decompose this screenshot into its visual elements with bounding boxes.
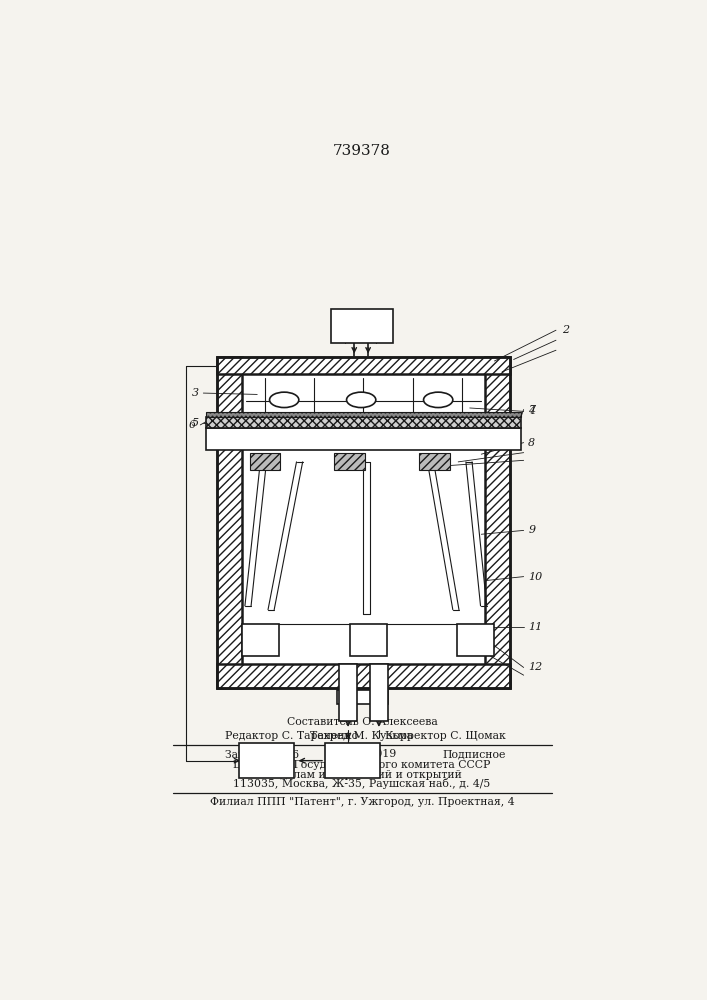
Text: 5: 5 bbox=[192, 418, 199, 428]
Text: 739378: 739378 bbox=[333, 144, 391, 158]
Bar bbox=[334, 453, 365, 470]
Bar bbox=[217, 357, 242, 442]
Text: 2: 2 bbox=[562, 325, 569, 335]
Bar bbox=[331, 309, 393, 343]
Bar bbox=[206, 412, 520, 417]
Text: Заказ 3025/6: Заказ 3025/6 bbox=[225, 749, 299, 759]
Ellipse shape bbox=[346, 392, 376, 408]
Bar bbox=[217, 664, 510, 688]
Bar bbox=[370, 664, 388, 721]
Bar bbox=[217, 357, 510, 442]
Text: Редактор С. Тараненко: Редактор С. Тараненко bbox=[225, 731, 358, 741]
Bar bbox=[206, 428, 520, 450]
Text: 7: 7 bbox=[528, 405, 535, 415]
Bar bbox=[239, 743, 294, 778]
Bar bbox=[250, 453, 281, 470]
Bar bbox=[419, 453, 450, 470]
Bar bbox=[457, 624, 494, 656]
Bar bbox=[485, 357, 510, 442]
Bar bbox=[206, 417, 520, 428]
Text: Корректор С. Щомак: Корректор С. Щомак bbox=[385, 731, 506, 741]
Text: Тираж 1019: Тираж 1019 bbox=[327, 749, 397, 759]
Bar bbox=[485, 442, 510, 688]
Text: 3: 3 bbox=[192, 388, 199, 398]
Bar bbox=[217, 442, 242, 688]
Text: 113035, Москва, Ж-35, Раушская наб., д. 4/5: 113035, Москва, Ж-35, Раушская наб., д. … bbox=[233, 778, 491, 789]
Text: по делам изобретений и открытий: по делам изобретений и открытий bbox=[262, 769, 462, 780]
Bar bbox=[350, 624, 387, 656]
Text: 4: 4 bbox=[528, 406, 535, 416]
Text: ЦНИИПИ Государственного комитета СССР: ЦНИИПИ Государственного комитета СССР bbox=[233, 760, 491, 770]
Bar bbox=[242, 442, 485, 664]
Bar bbox=[242, 374, 485, 442]
Text: 10: 10 bbox=[528, 572, 542, 582]
Text: 14: 14 bbox=[344, 754, 361, 768]
Text: 11: 11 bbox=[528, 622, 542, 632]
Text: Подписное: Подписное bbox=[443, 749, 506, 759]
Text: 12: 12 bbox=[528, 662, 542, 672]
Bar bbox=[217, 357, 510, 374]
Ellipse shape bbox=[423, 392, 452, 408]
Bar bbox=[217, 442, 510, 688]
Text: 8: 8 bbox=[528, 438, 535, 448]
Bar bbox=[339, 664, 357, 721]
Text: 13: 13 bbox=[257, 754, 275, 768]
Text: Техред М. Кузьма: Техред М. Кузьма bbox=[310, 731, 414, 741]
Ellipse shape bbox=[269, 392, 299, 408]
Bar bbox=[242, 624, 279, 656]
Text: Составитель О. Алексеева: Составитель О. Алексеева bbox=[286, 717, 438, 727]
Text: 1: 1 bbox=[358, 319, 366, 333]
Text: Филиал ППП "Патент", г. Ужгород, ул. Проектная, 4: Филиал ППП "Патент", г. Ужгород, ул. Про… bbox=[210, 797, 514, 807]
Bar bbox=[325, 743, 380, 778]
Bar bbox=[337, 690, 388, 704]
Text: 9: 9 bbox=[528, 525, 535, 535]
Text: 6: 6 bbox=[189, 420, 196, 430]
